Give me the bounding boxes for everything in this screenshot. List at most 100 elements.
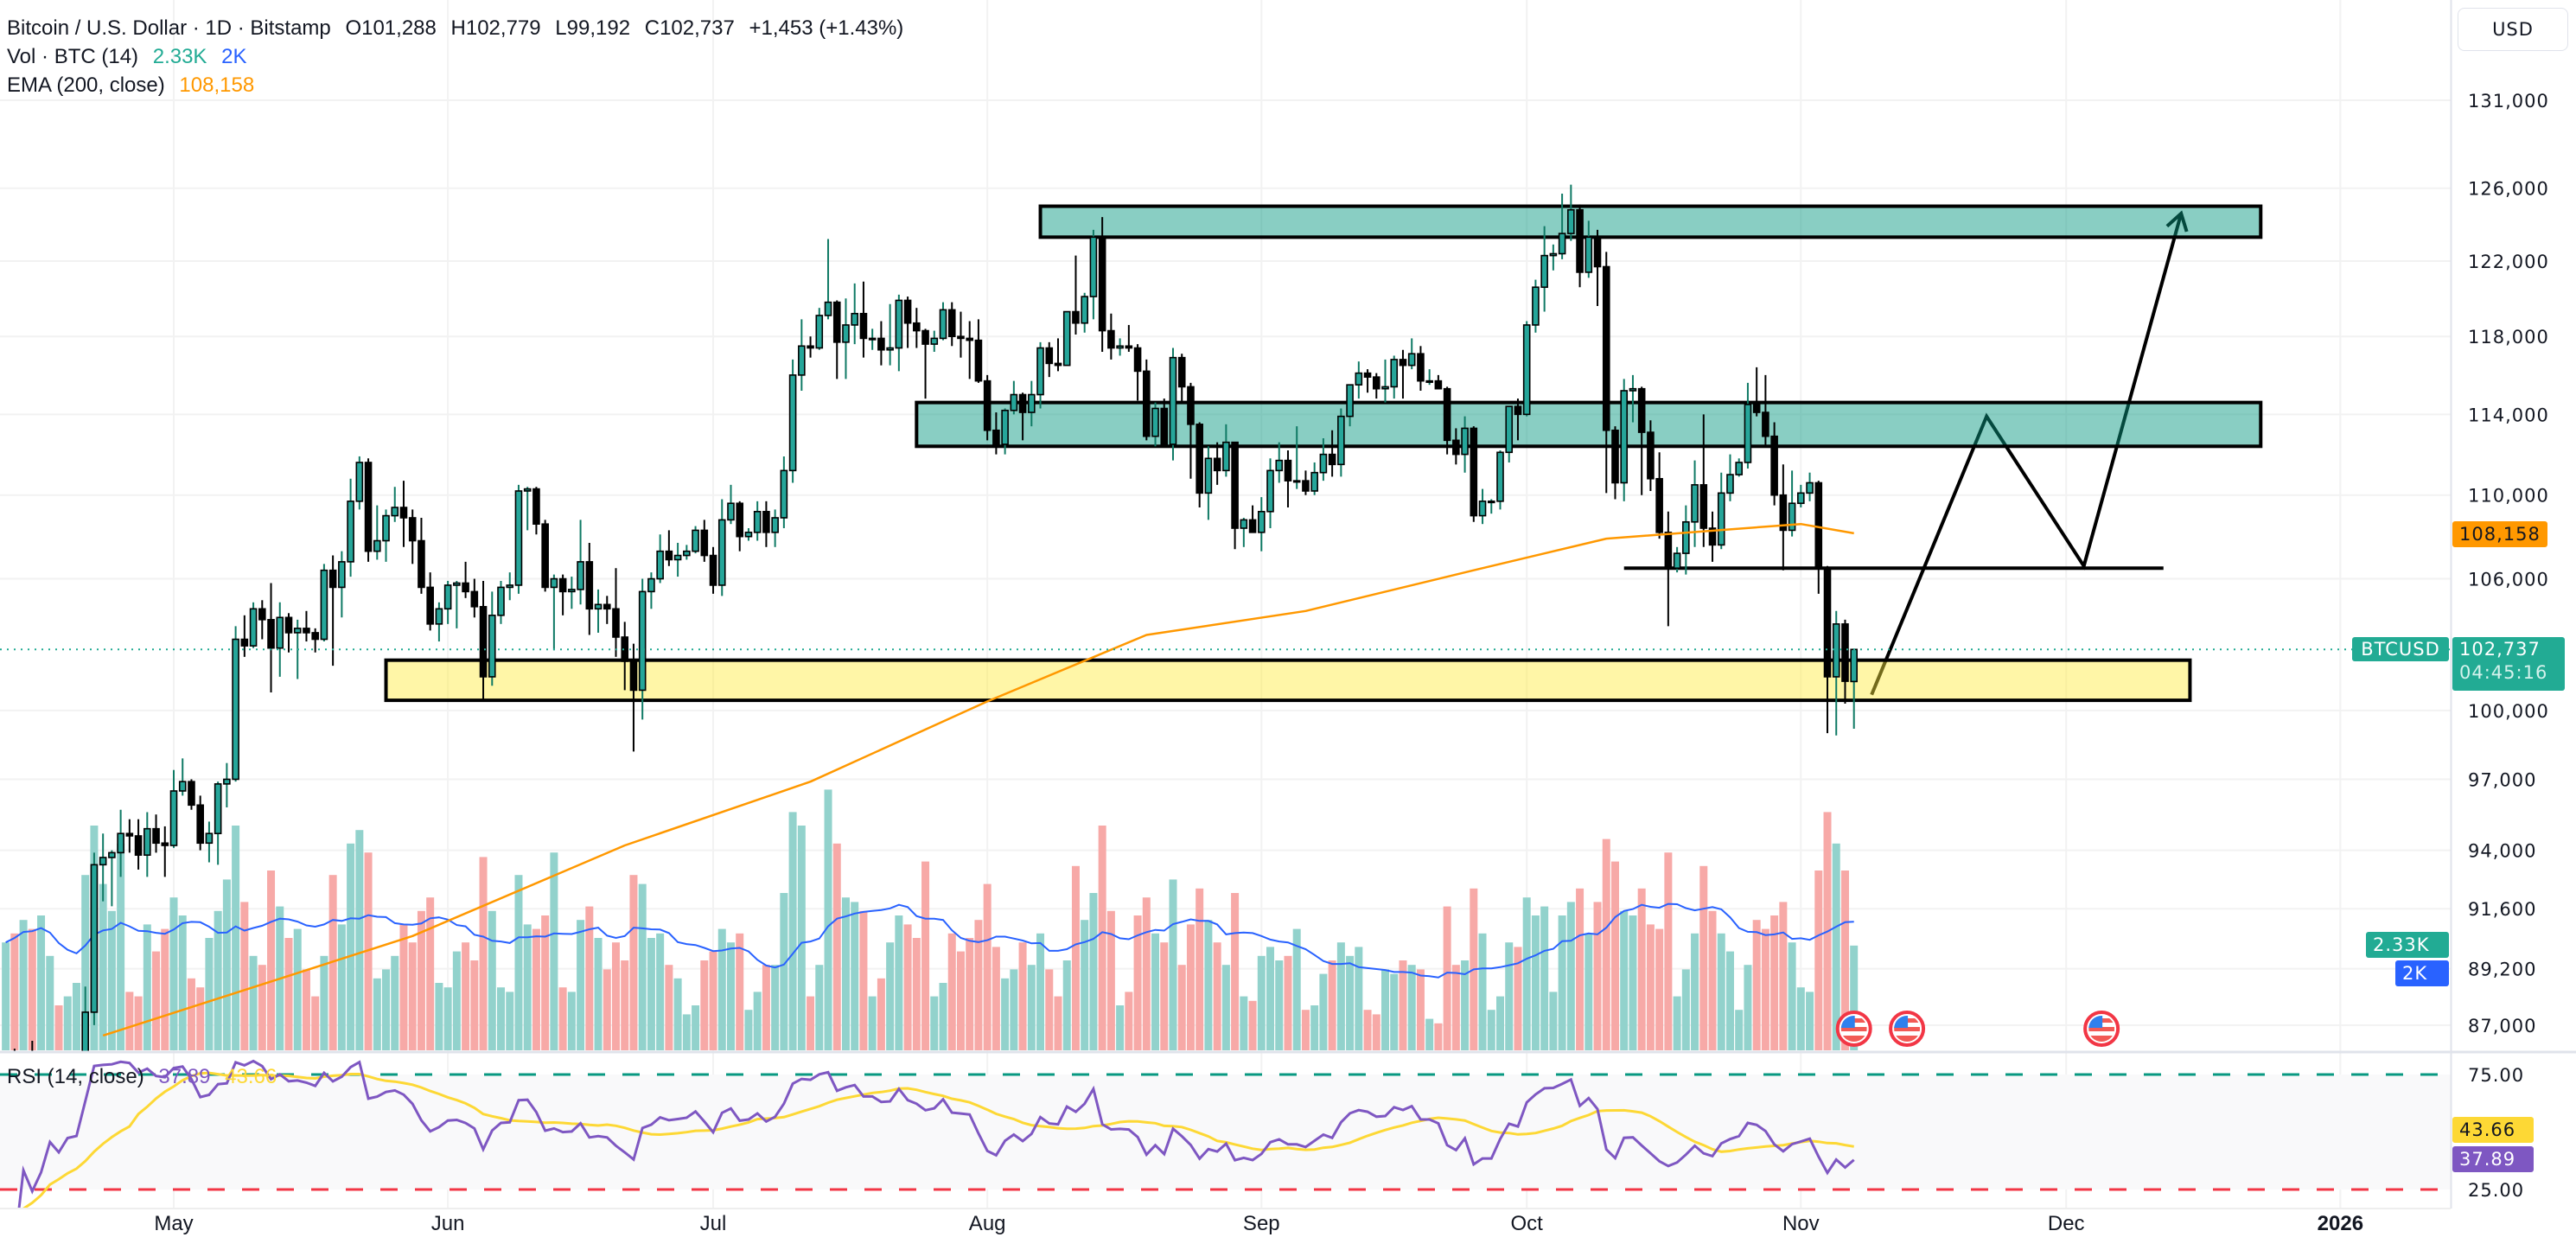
us-flag-event-icon[interactable] xyxy=(1835,1011,1872,1047)
candle-body xyxy=(577,561,584,590)
candle-body xyxy=(347,501,354,563)
volume-bar xyxy=(1655,928,1664,1050)
candle-body xyxy=(1328,453,1336,466)
candle-body xyxy=(108,851,116,858)
volume-bar xyxy=(443,987,452,1050)
currency-button[interactable]: USD xyxy=(2458,8,2568,51)
volume-bar xyxy=(232,826,240,1050)
candle-body xyxy=(939,309,947,340)
candle-body xyxy=(1487,501,1495,504)
candle-body xyxy=(1682,520,1690,554)
volume-bar xyxy=(187,978,195,1050)
volume-bar xyxy=(426,897,435,1050)
candle-body xyxy=(1478,501,1487,517)
volume-bar xyxy=(1125,992,1133,1050)
volume-bar xyxy=(1213,942,1221,1050)
volume-bar xyxy=(1788,942,1796,1050)
candle-body xyxy=(807,345,814,349)
candle-body xyxy=(1514,405,1522,416)
volume-bar xyxy=(851,902,859,1050)
volume-bar xyxy=(1681,969,1690,1050)
candle-body xyxy=(762,510,770,533)
volume-bar xyxy=(382,969,391,1050)
support-zone[interactable] xyxy=(384,658,2192,703)
candle-body xyxy=(1558,233,1566,255)
candle-body xyxy=(974,339,983,382)
candle-body xyxy=(399,507,408,519)
volume-bar xyxy=(1779,902,1788,1050)
candle-body xyxy=(1010,393,1018,411)
candle-body xyxy=(1125,345,1133,349)
candle-body xyxy=(1664,532,1673,570)
candle-body xyxy=(877,337,885,351)
volume-bar xyxy=(46,955,54,1050)
candle-body xyxy=(1611,429,1619,484)
candle-body xyxy=(1708,527,1717,546)
candle-body xyxy=(541,523,549,589)
price-tick-label: 122,000 xyxy=(2468,252,2549,272)
rsi-tick-label: 75.00 xyxy=(2468,1065,2524,1086)
volume-bar xyxy=(1390,973,1399,1050)
volume-bar xyxy=(974,920,983,1050)
us-flag-event-icon[interactable] xyxy=(2083,1011,2120,1047)
flag-stripe xyxy=(1840,1027,1867,1031)
volume-bar xyxy=(514,875,523,1050)
rsi-legend[interactable]: RSI (14, close) 37.89 43.66 xyxy=(7,1064,285,1090)
candle-body xyxy=(470,590,479,608)
volume-bar xyxy=(1098,826,1106,1050)
resistance-zone[interactable] xyxy=(1038,204,2263,239)
volume-bar xyxy=(1001,978,1010,1050)
volume-bar xyxy=(744,1010,753,1050)
candle-body xyxy=(1062,310,1071,367)
resistance-zone[interactable] xyxy=(915,400,2263,449)
economic-events[interactable] xyxy=(1835,1011,2120,1047)
candle-body xyxy=(1018,393,1027,413)
candle-body xyxy=(859,312,868,340)
candle-body xyxy=(1302,480,1310,492)
volume-bar xyxy=(1355,947,1363,1050)
candle-body xyxy=(1222,441,1230,472)
candle-body xyxy=(1417,353,1425,382)
candle-body xyxy=(1726,474,1734,494)
volume-bar xyxy=(1169,879,1177,1050)
volume-bar xyxy=(1673,996,1681,1050)
volume-bar xyxy=(1840,871,1849,1050)
volume-legend[interactable]: Vol · BTC (14) 2.33K 2K xyxy=(7,44,255,70)
zone-drawings[interactable] xyxy=(384,204,2263,703)
candle-body xyxy=(1407,353,1416,367)
projection-path-line[interactable] xyxy=(1870,213,2184,696)
candle-body xyxy=(125,832,134,837)
candle-body xyxy=(1717,492,1725,546)
candle-body xyxy=(1505,405,1514,454)
candle-body xyxy=(223,778,231,785)
candle-body xyxy=(895,299,903,349)
projection-path-drawing[interactable] xyxy=(1623,210,2189,696)
ema-legend[interactable]: EMA (200, close) 108,158 xyxy=(7,73,263,99)
candle-body xyxy=(426,586,434,625)
volume-value: 2.33K xyxy=(152,45,207,68)
price-axis[interactable]: 131,000 126,000 122,000 118,000 114,000 110,0… xyxy=(2468,91,2549,1201)
volume-ma-polyline xyxy=(5,902,1854,979)
candle-body xyxy=(788,374,797,472)
volume-bar xyxy=(1036,933,1045,1050)
volume-bar xyxy=(72,983,80,1050)
symbol-legend[interactable]: Bitcoin / U.S. Dollar · 1D · Bitstamp O1… xyxy=(7,16,912,41)
volume-bar xyxy=(1240,996,1248,1050)
volume-bar xyxy=(293,928,302,1050)
us-flag-event-icon[interactable] xyxy=(1889,1011,1926,1047)
candle-body xyxy=(629,660,638,692)
volume-bar xyxy=(612,942,620,1050)
ema-price-label: 108,158 xyxy=(2452,521,2547,547)
candle-body xyxy=(1098,236,1106,332)
volume-bar xyxy=(788,812,797,1050)
candle-body xyxy=(736,502,744,538)
candle-body xyxy=(196,804,204,845)
candle-body xyxy=(1814,482,1823,570)
candle-body xyxy=(1399,359,1407,367)
volume-bar xyxy=(214,910,222,1050)
candle-body xyxy=(161,842,169,846)
arrowhead-icon[interactable] xyxy=(2165,210,2189,233)
volume-bar xyxy=(966,938,974,1050)
volume-bar xyxy=(541,915,550,1050)
